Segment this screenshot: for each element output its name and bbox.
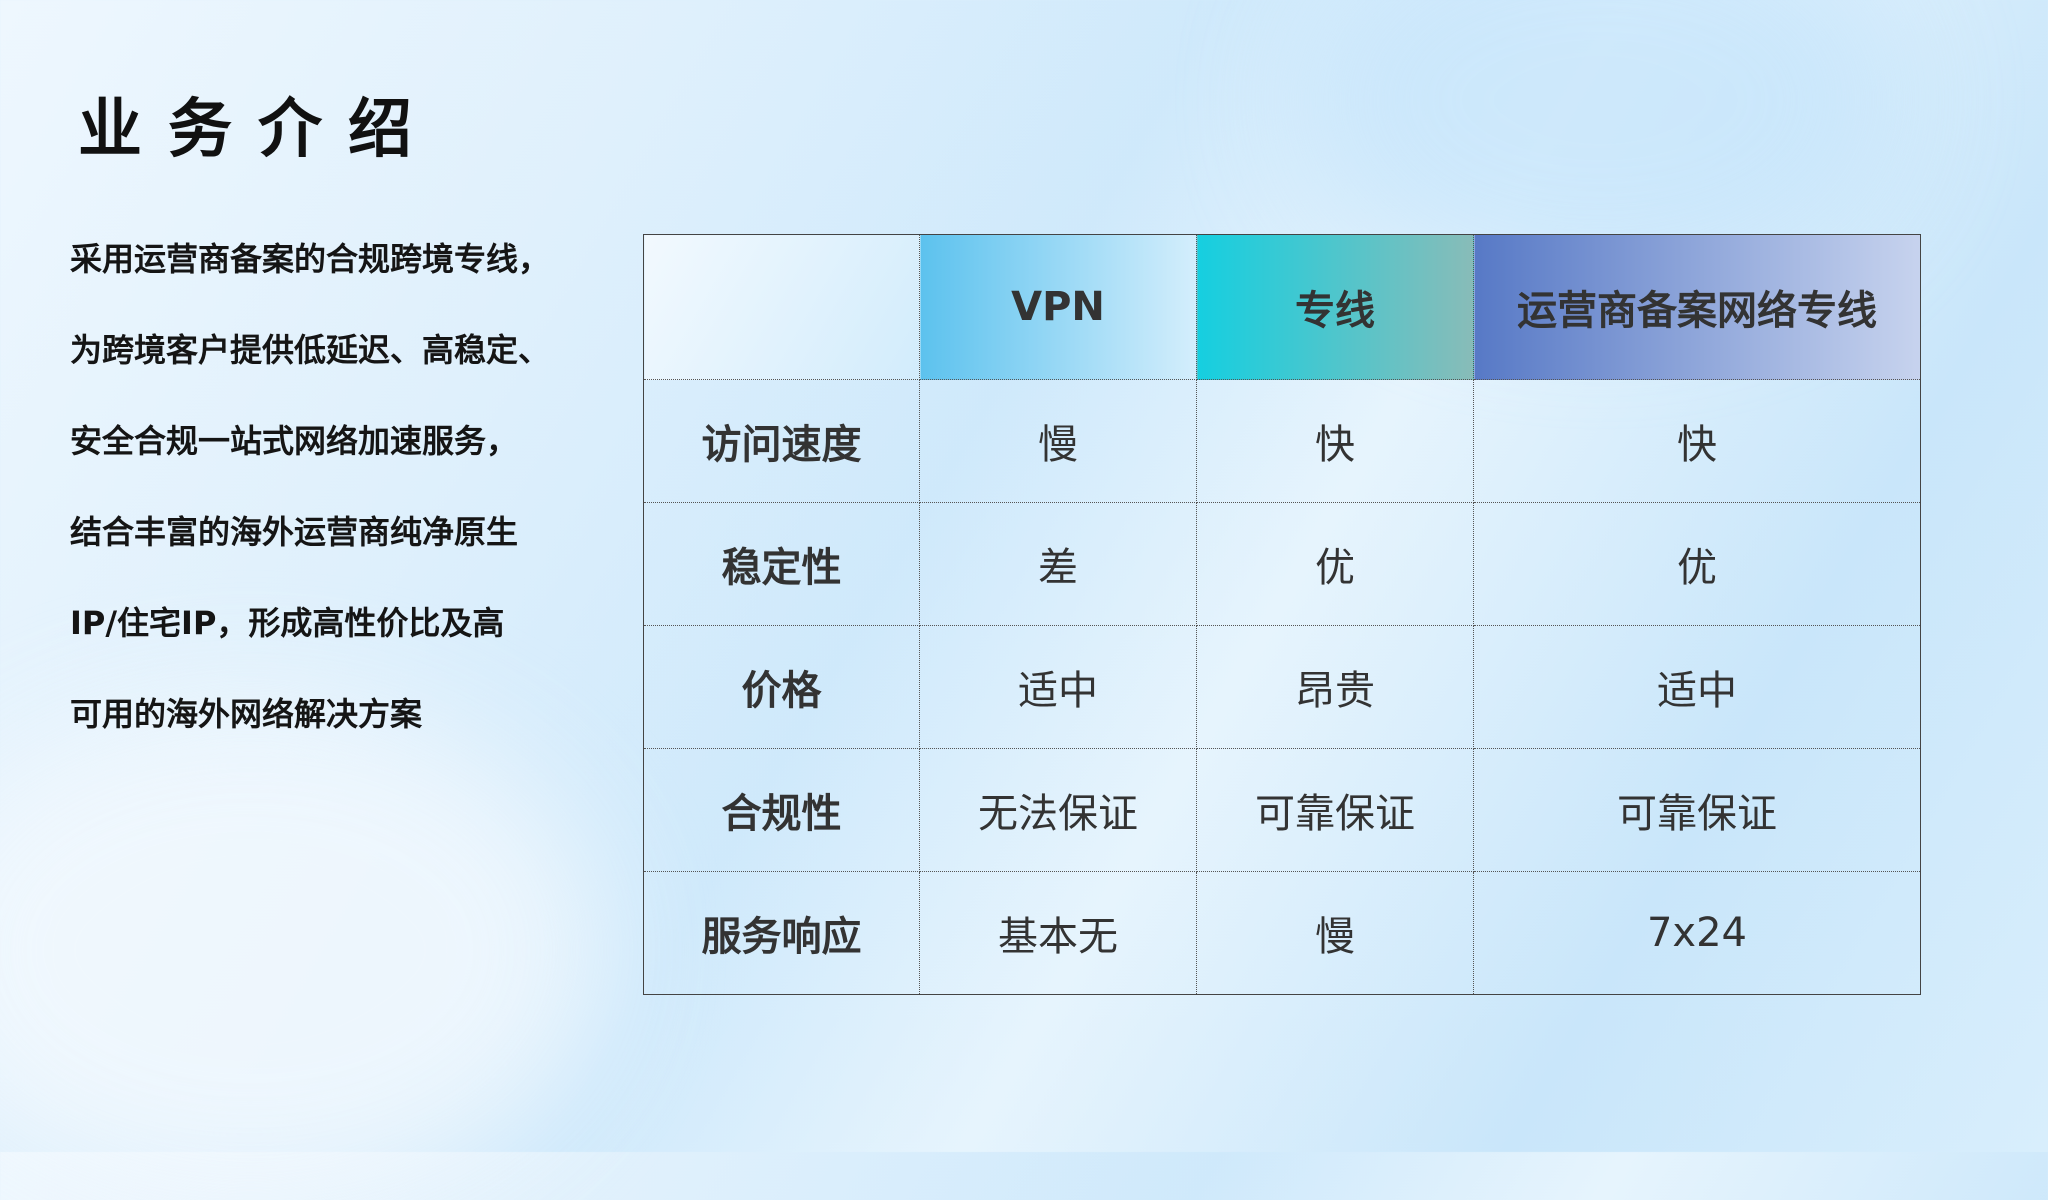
background-glow (0, 700, 600, 1200)
comparison-table: VPN 专线 运营商备案网络专线 访问速度慢快快稳定性差优优价格 适中 昂贵 适中 合规… (643, 234, 1921, 995)
intro-line: 可用的海外网络解决方案 (70, 695, 423, 733)
table-cell: 快 (1473, 379, 1921, 503)
table-row: 访问速度慢快快 (643, 379, 1921, 503)
intro-line: 采用运营商备案的合规跨境专线， (70, 240, 551, 278)
table-cell: 可靠保证 (1473, 748, 1921, 872)
row-header: 价格 (643, 625, 920, 749)
table-cell: 优 (1196, 502, 1474, 626)
intro-paragraph: 采用运营商备案的合规跨境专线， 为跨境客户提供低延迟、高稳定、 安全合规一站式网… (70, 233, 630, 779)
table-row: 服务响应 基本无慢 7x24 (643, 871, 1921, 995)
intro-line: 安全合规一站式网络加速服务， (70, 422, 519, 460)
row-header: 稳定性 (643, 502, 920, 626)
table-row: 价格 适中 昂贵 适中 (643, 625, 1921, 749)
table-cell: 基本无 (919, 871, 1197, 995)
intro-line: IP/住宅IP，形成高性价比及高 (70, 604, 505, 642)
header-dedicated-line: 专线 (1196, 234, 1474, 380)
table-cell: 优 (1473, 502, 1921, 626)
table-header-row: VPN 专线 运营商备案网络专线 (643, 234, 1921, 380)
table-cell: 适中 (1473, 625, 1921, 749)
header-empty (643, 234, 920, 380)
row-header: 服务响应 (643, 871, 920, 995)
intro-line: 为跨境客户提供低延迟、高稳定、 (70, 331, 551, 369)
row-header: 合规性 (643, 748, 920, 872)
table-cell: 可靠保证 (1196, 748, 1474, 872)
table-cell: 慢 (1196, 871, 1474, 995)
table-cell: 慢 (919, 379, 1197, 503)
table-cell: 快 (1196, 379, 1474, 503)
table-cell: 无法保证 (919, 748, 1197, 872)
table-row: 稳定性差优优 (643, 502, 1921, 626)
table-cell: 适中 (919, 625, 1197, 749)
table-cell: 差 (919, 502, 1197, 626)
table-row: 合规性 无法保证 可靠保证 可靠保证 (643, 748, 1921, 872)
intro-line: 结合丰富的海外运营商纯净原生 (70, 513, 519, 551)
header-operator-line: 运营商备案网络专线 (1473, 234, 1921, 380)
table-cell: 昂贵 (1196, 625, 1474, 749)
table-cell: 7x24 (1473, 871, 1921, 995)
header-vpn: VPN (919, 234, 1197, 380)
row-header: 访问速度 (643, 379, 920, 503)
page-title: 业务介绍 (78, 93, 438, 167)
